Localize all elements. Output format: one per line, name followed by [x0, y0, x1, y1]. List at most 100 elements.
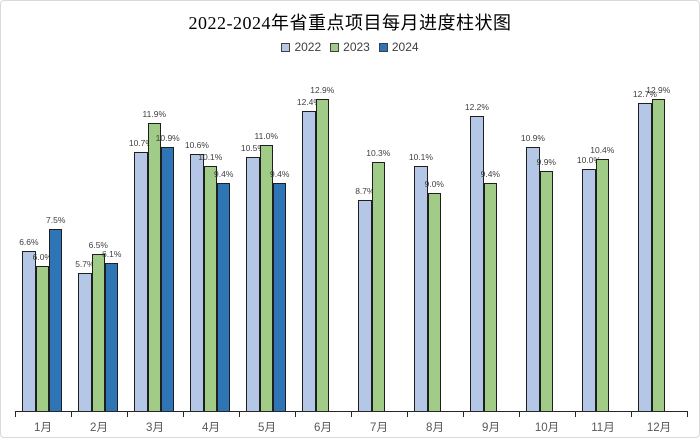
x-axis-label-m12: 12月 — [646, 422, 672, 434]
bar-group-m9: 12.2% 9.4% 9月 — [463, 84, 519, 434]
legend-swatch-2023 — [330, 42, 340, 52]
bar-2024-m3 — [161, 146, 175, 411]
x-axis-tick — [687, 411, 688, 417]
bar-value-label: 10.9% — [155, 132, 180, 143]
legend-item-2022[interactable]: 2022 — [281, 41, 321, 53]
plot-area: 6.6% 6.0% 7.5% 1月 5.7% 6.5% 6.1% 2月 10.7% 11.9% 10… — [15, 84, 688, 434]
bar-value-label: 6.6% — [19, 237, 39, 248]
bar-2023-m2 — [91, 253, 105, 411]
bar-value-label: 10.9% — [520, 132, 545, 143]
bar-2023-m4 — [203, 166, 217, 411]
legend-item-2024[interactable]: 2024 — [378, 40, 419, 54]
bar-value-label: 9.9% — [536, 157, 556, 168]
bar-2022-m1 — [22, 251, 36, 411]
x-axis-label-m6: 6月 — [314, 422, 332, 434]
bar-value-label: 5.7% — [75, 258, 95, 269]
bar-value-label: 10.6% — [184, 140, 209, 151]
bar-2022-m9 — [470, 115, 484, 411]
bar-value-label: 10.4% — [590, 145, 615, 156]
bar-value-label: 9.0% — [424, 179, 444, 189]
bar-2022-m4 — [190, 154, 204, 411]
bar-group-m11: 10.0% 10.4% 11月 — [575, 84, 631, 434]
bar-2023-m11 — [595, 159, 609, 411]
legend-swatch-2022 — [281, 42, 291, 52]
bar-value-label: 12.7% — [632, 89, 657, 100]
x-axis-tick — [15, 411, 16, 417]
bar-group-m2: 5.7% 6.5% 6.1% 2月 — [71, 84, 127, 434]
bar-2022-m7 — [358, 200, 372, 411]
x-axis-tick — [631, 411, 632, 417]
bar-group-m6: 12.4% 12.9% 6月 — [295, 84, 351, 434]
bar-2023-m5 — [259, 144, 273, 411]
bar-value-label: 11.0% — [254, 130, 279, 141]
bar-2023-m7 — [371, 161, 385, 411]
bar-value-label: 8.7% — [355, 186, 375, 197]
chart-title: 2022-2024年省重点项目每月进度柱状图 — [188, 13, 512, 33]
bar-value-label: 6.5% — [88, 239, 108, 250]
bar-value-label: 9.4% — [270, 169, 290, 180]
bar-2024-m2 — [105, 263, 119, 411]
x-axis-label-m4: 4月 — [202, 422, 220, 434]
x-axis-label-m8: 8月 — [426, 422, 444, 434]
bar-2023-m8 — [427, 193, 441, 411]
x-axis-label-m7: 7月 — [370, 422, 388, 434]
bar-group-m12: 12.7% 12.9% 12月 — [631, 84, 687, 434]
bar-2023-m1 — [35, 265, 49, 411]
legend-label: 2024 — [391, 40, 419, 54]
bar-value-label: 9.4% — [214, 169, 234, 180]
bar-2023-m6 — [315, 98, 329, 411]
bar-value-label: 6.0% — [32, 251, 52, 262]
bar-2022-m8 — [414, 166, 428, 411]
x-axis-label-m3: 3月 — [146, 422, 164, 434]
x-axis-tick — [239, 411, 240, 417]
bar-value-label: 10.1% — [408, 152, 433, 163]
bar-group-m3: 10.7% 11.9% 10.9% 3月 — [127, 84, 183, 434]
x-axis-tick — [295, 411, 296, 417]
bar-value-label: 12.9% — [646, 84, 671, 95]
bar-value-label: 10.0% — [576, 154, 601, 165]
bar-2022-m6 — [302, 110, 316, 411]
bar-group-m5: 10.5% 11.0% 9.4% 5月 — [239, 84, 295, 434]
legend-swatch-2024 — [378, 42, 388, 52]
x-axis-tick — [127, 411, 128, 417]
x-axis-tick — [71, 411, 72, 417]
bar-2022-m12 — [638, 103, 652, 411]
bar-2022-m3 — [134, 151, 148, 411]
x-axis-label-m5: 5月 — [258, 422, 276, 434]
bar-2023-m10 — [539, 171, 553, 411]
bar-value-label: 7.5% — [46, 215, 66, 226]
bar-group-m8: 10.1% 9.0% 8月 — [407, 84, 463, 434]
x-axis-tick — [519, 411, 520, 417]
bar-group-m1: 6.6% 6.0% 7.5% 1月 — [15, 84, 71, 434]
bar-2024-m5 — [273, 183, 287, 411]
bar-value-label: 10.1% — [198, 152, 223, 163]
legend: 2022 2023 2024 — [1, 41, 699, 53]
bar-2024-m1 — [49, 229, 63, 411]
x-axis-tick — [407, 411, 408, 417]
x-axis-tick — [183, 411, 184, 417]
x-axis-label-m11: 11月 — [591, 422, 615, 434]
bar-value-label: 12.9% — [310, 84, 335, 95]
bar-2023-m12 — [651, 98, 665, 411]
bar-value-label: 10.7% — [128, 137, 153, 148]
bar-2022-m5 — [246, 156, 260, 411]
x-axis-tick — [351, 411, 352, 417]
bar-2022-m2 — [78, 272, 92, 411]
x-axis-label-m2: 2月 — [90, 422, 108, 434]
x-axis-label-m9: 9月 — [482, 422, 500, 434]
bar-value-label: 6.1% — [102, 249, 122, 260]
bar-2023-m3 — [147, 122, 161, 411]
x-axis-tick — [575, 411, 576, 417]
bar-value-label: 10.3% — [366, 147, 391, 158]
bar-value-label: 12.2% — [464, 101, 489, 112]
legend-label: 2022 — [294, 40, 322, 54]
bar-2022-m11 — [582, 168, 596, 411]
bar-group-m7: 8.7% 10.3% 7月 — [351, 84, 407, 434]
bar-2023-m9 — [483, 183, 497, 411]
legend-item-2023[interactable]: 2023 — [330, 41, 370, 53]
bar-group-m4: 10.6% 10.1% 9.4% 4月 — [183, 84, 239, 434]
x-axis-tick — [463, 411, 464, 417]
bar-value-label: 10.5% — [240, 142, 265, 153]
bar-value-label: 11.9% — [142, 108, 167, 119]
bar-2024-m4 — [217, 183, 231, 411]
